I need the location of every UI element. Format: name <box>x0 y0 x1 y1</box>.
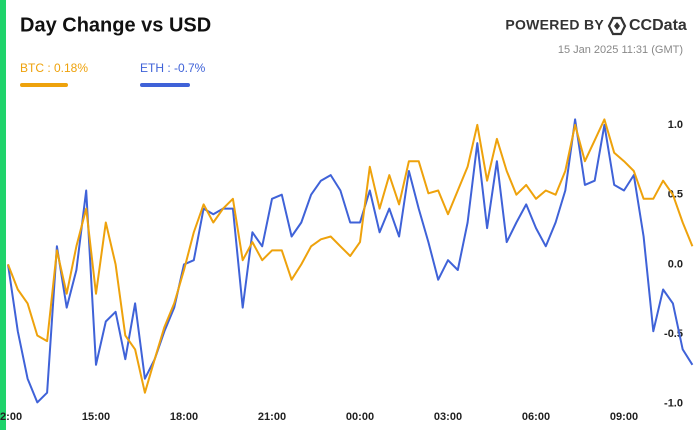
legend-swatch <box>140 83 190 87</box>
x-tick-label: 18:00 <box>170 411 198 423</box>
series-line <box>7 118 694 394</box>
x-tick-label: 00:00 <box>346 411 374 423</box>
brand-name: CCData <box>629 17 687 34</box>
x-tick-label: 06:00 <box>522 411 550 423</box>
x-tick-label: 12:00 <box>0 411 22 423</box>
accent-bar <box>0 0 6 430</box>
legend-label: ETH : -0.7% <box>140 61 206 75</box>
x-tick-label: 03:00 <box>434 411 462 423</box>
brand-logo <box>607 16 627 36</box>
x-tick-label: 21:00 <box>258 411 286 423</box>
series-line <box>7 118 694 404</box>
y-tick-label: 1.0 <box>668 119 683 131</box>
powered-by: POWERED BY <box>505 17 604 33</box>
x-tick-label: 09:00 <box>610 411 638 423</box>
timestamp: 15 Jan 2025 11:31 (GMT) <box>558 44 683 56</box>
x-tick-label: 15:00 <box>82 411 110 423</box>
legend-label: BTC : 0.18% <box>20 61 88 75</box>
y-tick-label: 0.0 <box>668 258 683 270</box>
y-tick-label: -1.0 <box>664 398 683 410</box>
chart-title: Day Change vs USD <box>20 14 211 36</box>
legend-swatch <box>20 83 68 87</box>
